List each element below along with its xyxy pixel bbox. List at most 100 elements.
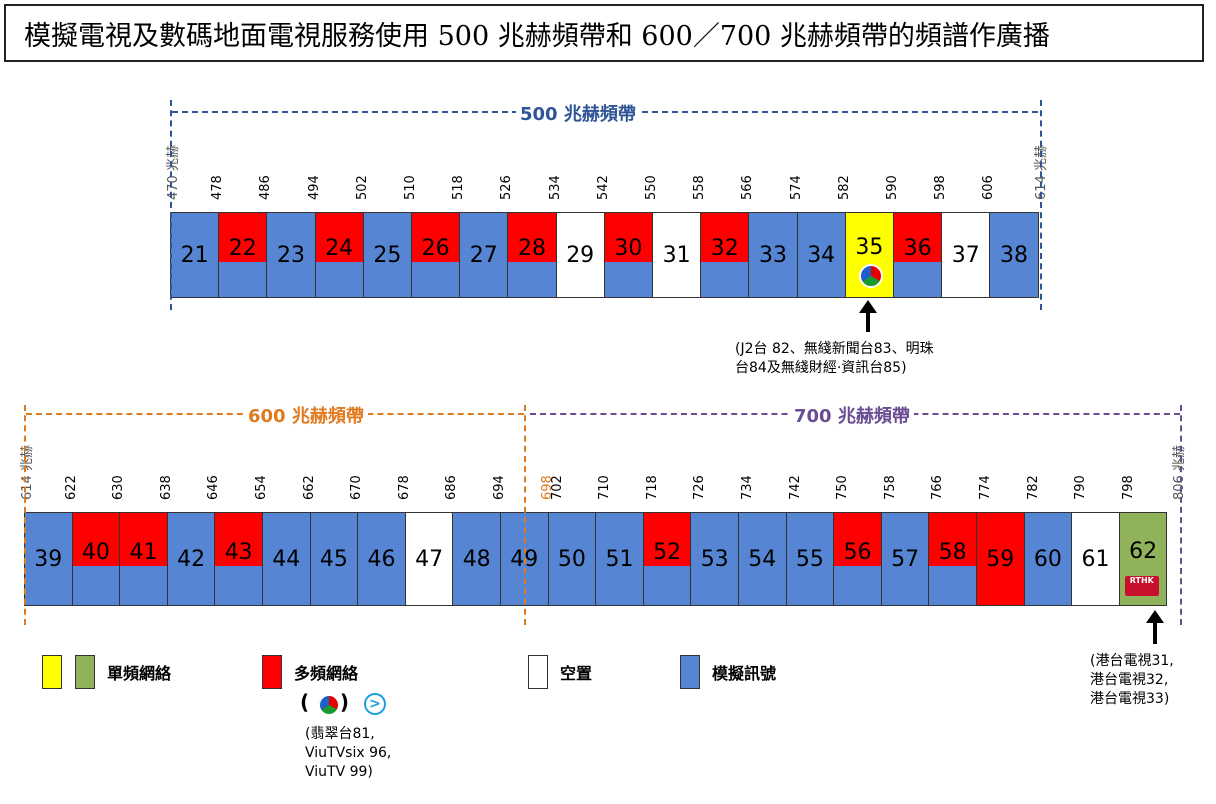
channel-61: 61 xyxy=(1071,512,1120,606)
channel-34: 34 xyxy=(796,212,846,298)
channel-45-number: 45 xyxy=(319,546,348,572)
freq-label-row1-9: 542 xyxy=(595,175,611,200)
channel-30: 30 xyxy=(603,212,653,298)
channel-21: 21 xyxy=(170,212,220,298)
channel-53-number: 53 xyxy=(700,546,729,572)
channel-41: 41 xyxy=(119,512,168,606)
channel-56-mfn-fill xyxy=(834,513,881,567)
band-boundary-1 xyxy=(1040,100,1042,310)
channel-29-number: 29 xyxy=(566,242,595,268)
channel-52-mfn-fill xyxy=(643,513,691,567)
channel-58-number: 58 xyxy=(938,539,967,565)
channel-34-number: 34 xyxy=(807,242,836,268)
freq-label-row2-22: 790 xyxy=(1073,475,1089,500)
channel-31: 31 xyxy=(652,212,702,298)
channel-31-number: 31 xyxy=(662,242,691,268)
freq-label-row2-3: 638 xyxy=(158,475,174,500)
freq-label-row1-12: 566 xyxy=(740,175,756,200)
freq-label-row2-13: 718 xyxy=(644,475,660,500)
channel-60: 60 xyxy=(1023,512,1073,606)
arrow-ch62-head xyxy=(1146,610,1164,623)
channel-43-mfn-fill xyxy=(215,513,262,567)
channel-54: 54 xyxy=(738,512,787,606)
channel-43-number: 43 xyxy=(224,539,253,565)
channel-26: 26 xyxy=(411,212,461,298)
channel-30-number: 30 xyxy=(614,235,643,261)
channel-29: 29 xyxy=(555,212,605,298)
channel-55: 55 xyxy=(785,512,835,606)
freq-label-row1-4: 502 xyxy=(354,175,370,200)
channel-35-number: 35 xyxy=(855,234,884,260)
freq-label-row2-16: 742 xyxy=(787,475,803,500)
channel-52-number: 52 xyxy=(653,539,682,565)
channel-61-number: 61 xyxy=(1081,546,1110,572)
band-700-label: 700 兆赫頻帶 xyxy=(790,402,914,428)
channel-26-number: 26 xyxy=(421,235,450,261)
freq-label-row2-8: 678 xyxy=(396,475,412,500)
channel-32-number: 32 xyxy=(710,235,739,261)
channel-28: 28 xyxy=(507,212,557,298)
freq-label-row2-12: 710 xyxy=(597,475,613,500)
channel-27: 27 xyxy=(459,212,509,298)
channel-28-number: 28 xyxy=(517,235,546,261)
legend-mfn-box xyxy=(262,655,282,689)
channel-40: 40 xyxy=(71,512,121,606)
channel-49-number: 49 xyxy=(510,546,539,572)
channel-44: 44 xyxy=(262,512,311,606)
freq-label-row1-10: 550 xyxy=(644,175,659,200)
channel-22-number: 22 xyxy=(228,235,257,261)
channel-36-mfn-fill xyxy=(894,213,942,262)
channel-37-number: 37 xyxy=(951,242,980,268)
legend-sfn-green xyxy=(75,655,95,689)
freq-label-row1-3: 494 xyxy=(306,175,322,200)
legend-analogue-label: 模擬訊號 xyxy=(712,664,777,683)
freq-label-row2-2: 630 xyxy=(111,475,127,500)
freq-label-row2-18: 758 xyxy=(882,475,898,500)
channel-44-number: 44 xyxy=(272,546,301,572)
channel-57: 57 xyxy=(880,512,930,606)
channel-32-mfn-fill xyxy=(701,213,749,262)
legend-vacant-box xyxy=(528,655,548,689)
channel-62-number: 62 xyxy=(1129,538,1158,564)
freq-label-row1-14: 582 xyxy=(836,175,852,200)
channel-38-number: 38 xyxy=(999,242,1028,268)
freq-label-698: 698 xyxy=(539,475,555,500)
channel-59: 59 xyxy=(976,512,1025,606)
channel-40-number: 40 xyxy=(81,539,110,565)
channel-45: 45 xyxy=(309,512,359,606)
channel-28-mfn-fill xyxy=(508,213,556,262)
freq-label-row2-7: 670 xyxy=(349,475,365,500)
note-mfn: (翡翠台81, ViuTVsix 96, ViuTV 99) xyxy=(305,726,392,780)
channel-56-number: 56 xyxy=(843,539,872,565)
channel-51: 51 xyxy=(595,512,644,606)
freq-label-row1-17: 606 xyxy=(981,175,997,200)
freq-label-row2-23: 798 xyxy=(1120,475,1136,500)
freq-label-row2-4: 646 xyxy=(206,475,222,500)
freq-label-row1-7: 526 xyxy=(499,175,515,200)
channel-33-number: 33 xyxy=(758,242,787,268)
freq-label-row1-1: 478 xyxy=(210,175,226,200)
freq-label-row2-14: 726 xyxy=(692,475,708,500)
channel-57-number: 57 xyxy=(891,546,920,572)
freq-label-row1-13: 574 xyxy=(788,175,804,200)
note-ch62: (港台電視31, 港台電視32, 港台電視33) xyxy=(1090,653,1174,707)
freq-label-row2-5: 654 xyxy=(254,475,269,500)
channel-50-number: 50 xyxy=(557,546,586,572)
legend-sfn-label: 單頻網絡 xyxy=(107,664,172,683)
channel-24-mfn-fill xyxy=(315,213,363,262)
freq-label-row1-8: 534 xyxy=(547,175,563,200)
channel-50: 50 xyxy=(547,512,597,606)
channel-33: 33 xyxy=(748,212,798,298)
channel-51-number: 51 xyxy=(605,546,634,572)
channel-53: 53 xyxy=(690,512,739,606)
channel-21-number: 21 xyxy=(180,242,209,268)
tvb-logo-icon xyxy=(318,694,340,716)
channel-22: 22 xyxy=(218,212,268,298)
legend-analogue-box xyxy=(680,655,700,689)
channel-24: 24 xyxy=(314,212,364,298)
channel-55-number: 55 xyxy=(795,546,824,572)
page-title: 模擬電視及數碼地面電視服務使用 500 兆赫頻帶和 600／700 兆赫頻帶的頻… xyxy=(4,4,1204,62)
channel-41-mfn-fill xyxy=(120,513,167,567)
freq-label-row2-17: 750 xyxy=(835,475,851,500)
freq-label-row1-11: 558 xyxy=(692,175,708,200)
